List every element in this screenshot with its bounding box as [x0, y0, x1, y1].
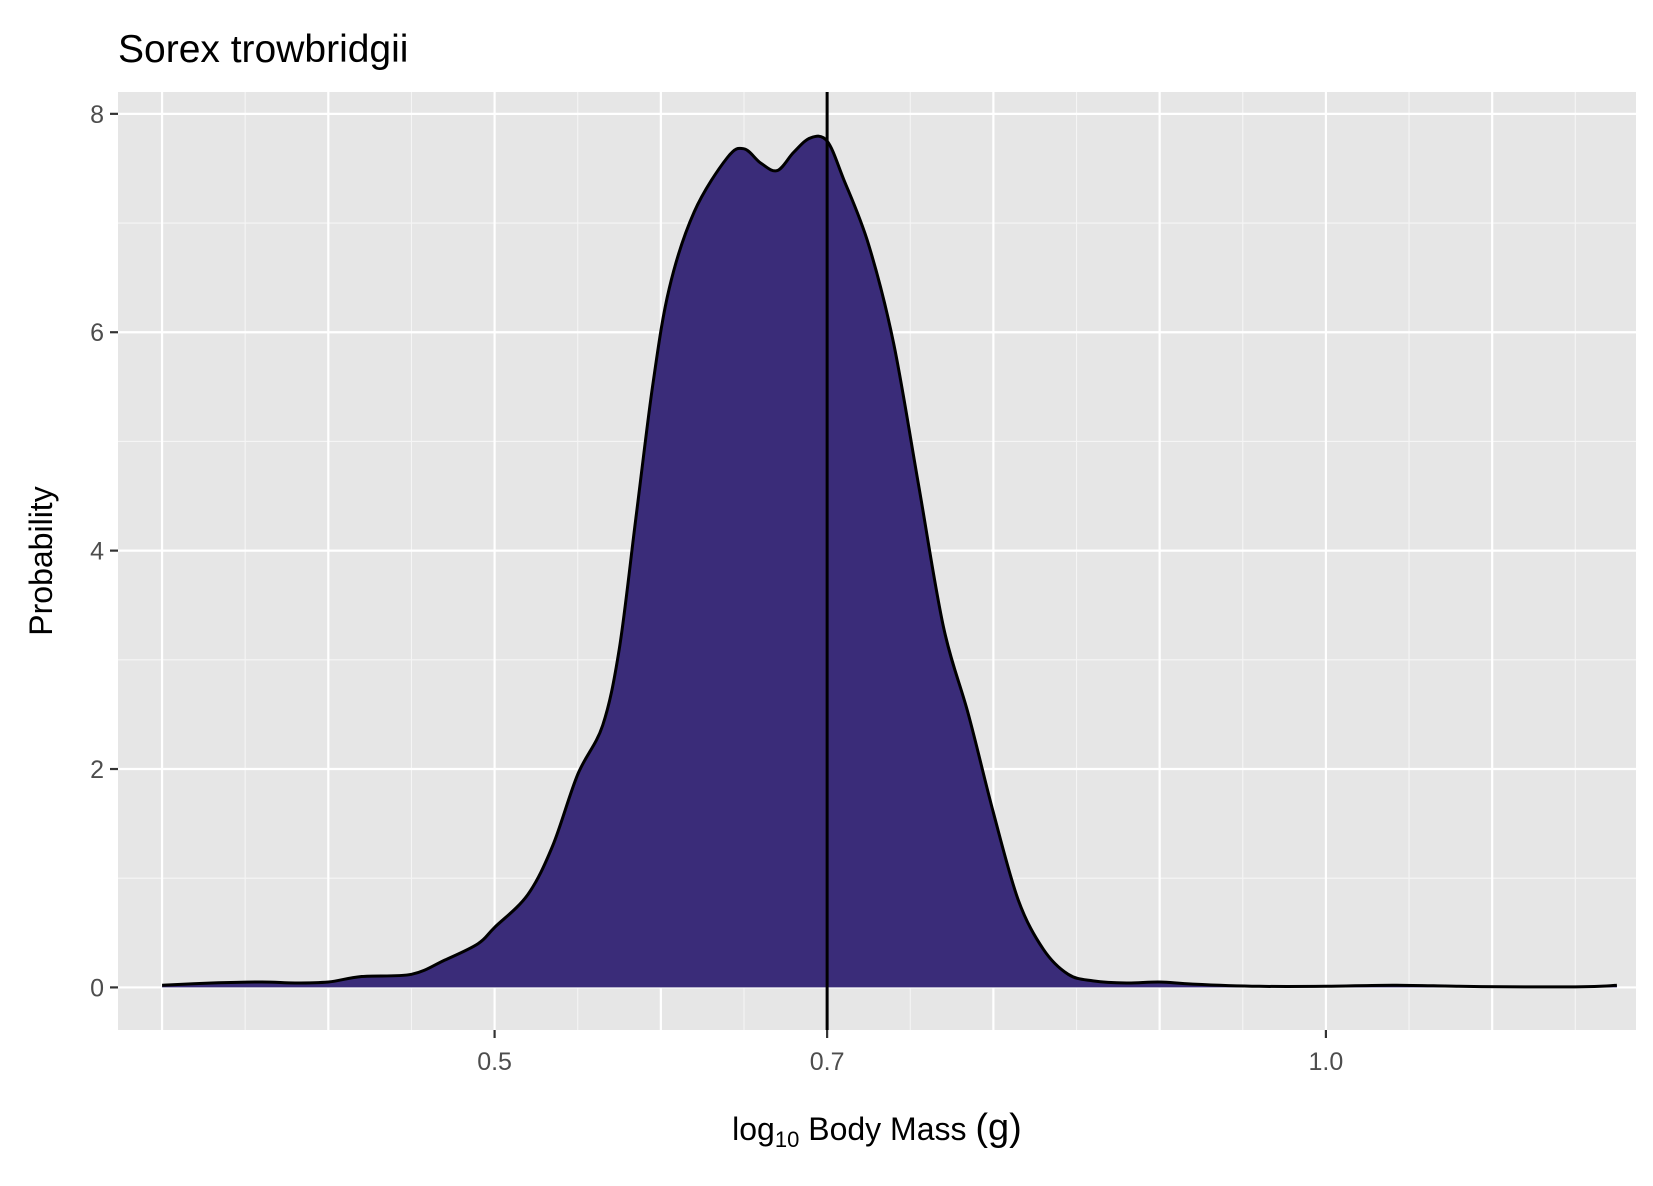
x-tick-label: 1.0: [1309, 1048, 1344, 1076]
x-tick-label: 0.7: [810, 1048, 845, 1076]
x-axis-title-subscript: 10: [775, 1127, 799, 1152]
x-axis-title-rest: Body Mass: [799, 1111, 975, 1147]
y-tick-label: 6: [90, 319, 104, 347]
x-axis-title: log10 Body Mass (g): [732, 1107, 1022, 1152]
x-tick-label: 0.5: [477, 1048, 512, 1076]
chart-title: Sorex trowbridgii: [118, 28, 408, 71]
y-axis: 0 2 4 6 8: [90, 101, 118, 1002]
y-axis-title: Probability: [23, 486, 59, 635]
density-area: [162, 136, 1617, 988]
y-tick-label: 2: [90, 756, 104, 784]
density-outline: [162, 134, 1618, 989]
x-axis-title-unit: (g): [975, 1107, 1021, 1149]
y-tick-label: 8: [90, 101, 104, 129]
x-axis: 0.5 0.7 1.0: [477, 1030, 1343, 1076]
y-tick-label: 4: [90, 538, 104, 566]
x-axis-title-main: log: [732, 1111, 775, 1147]
y-tick-label: 0: [90, 974, 104, 1002]
